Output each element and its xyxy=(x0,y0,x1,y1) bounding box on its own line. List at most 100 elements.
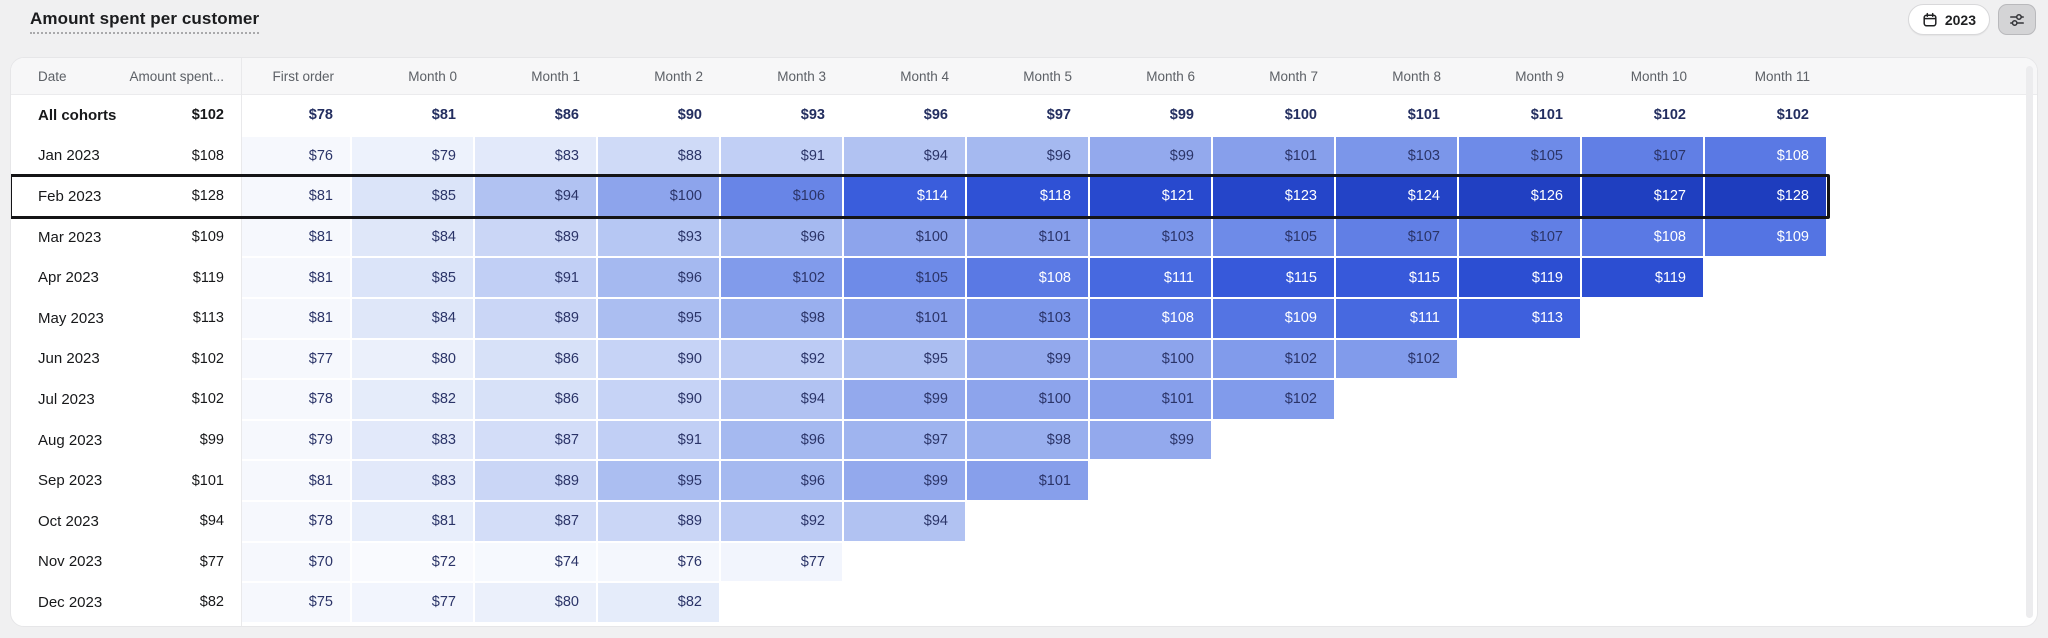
month-cell[interactable]: $83 xyxy=(351,419,474,461)
month-cell[interactable]: $88 xyxy=(597,135,720,177)
month-cell[interactable] xyxy=(1335,420,1458,461)
month-cell[interactable]: $96 xyxy=(966,135,1089,177)
month-cell[interactable]: $102 xyxy=(1776,107,1809,124)
first-order-cell[interactable]: $81 xyxy=(241,176,351,217)
month-cell[interactable]: $85 xyxy=(351,257,474,298)
month-cell[interactable]: $96 xyxy=(720,419,843,461)
month-cell[interactable]: $106 xyxy=(720,176,843,217)
month-cell[interactable] xyxy=(1458,460,1581,501)
month-cell[interactable]: $113 xyxy=(1458,297,1581,339)
month-cell[interactable]: $96 xyxy=(923,107,948,124)
month-cell[interactable]: $86 xyxy=(474,379,597,420)
month-cell[interactable] xyxy=(720,582,843,623)
month-cell[interactable] xyxy=(1212,460,1335,501)
month-cell[interactable]: $119 xyxy=(1581,257,1704,298)
month-cell[interactable] xyxy=(1581,339,1704,380)
month-cell[interactable]: $100 xyxy=(843,216,966,258)
month-cell[interactable]: $114 xyxy=(843,176,966,217)
month-cell[interactable]: $76 xyxy=(597,541,720,583)
month-cell[interactable]: $118 xyxy=(966,176,1089,217)
month-cell[interactable] xyxy=(1704,542,1827,583)
month-cell[interactable]: $102 xyxy=(1212,379,1335,420)
month-cell[interactable] xyxy=(1704,460,1827,501)
month-cell[interactable]: $94 xyxy=(720,379,843,420)
month-cell[interactable]: $103 xyxy=(1335,135,1458,177)
month-cell[interactable]: $111 xyxy=(1089,257,1212,298)
first-order-cell[interactable]: $81 xyxy=(241,297,351,339)
month-cell[interactable]: $79 xyxy=(351,135,474,177)
month-cell[interactable]: $103 xyxy=(966,297,1089,339)
month-cell[interactable] xyxy=(1704,339,1827,380)
month-cell[interactable]: $93 xyxy=(597,216,720,258)
month-cell[interactable] xyxy=(1581,298,1704,339)
month-cell[interactable]: $99 xyxy=(843,379,966,420)
month-cell[interactable] xyxy=(1581,420,1704,461)
month-cell[interactable]: $92 xyxy=(720,500,843,542)
month-cell[interactable]: $92 xyxy=(720,338,843,380)
month-cell[interactable] xyxy=(1335,542,1458,583)
first-order-cell[interactable]: $79 xyxy=(241,419,351,461)
month-cell[interactable]: $100 xyxy=(1284,107,1317,124)
first-order-cell[interactable]: $78 xyxy=(308,107,333,124)
month-cell[interactable]: $101 xyxy=(1089,379,1212,420)
month-cell[interactable]: $91 xyxy=(597,419,720,461)
month-cell[interactable]: $86 xyxy=(474,338,597,380)
month-cell[interactable]: $89 xyxy=(474,216,597,258)
first-order-cell[interactable]: $78 xyxy=(241,379,351,420)
month-cell[interactable]: $102 xyxy=(1653,107,1686,124)
month-cell[interactable]: $81 xyxy=(431,107,456,124)
month-cell[interactable]: $89 xyxy=(474,297,597,339)
month-cell[interactable]: $84 xyxy=(351,297,474,339)
month-cell[interactable]: $105 xyxy=(1458,135,1581,177)
month-cell[interactable]: $109 xyxy=(1212,297,1335,339)
month-cell[interactable] xyxy=(966,501,1089,542)
month-cell[interactable]: $99 xyxy=(1169,107,1194,124)
month-cell[interactable]: $83 xyxy=(474,135,597,177)
month-cell[interactable]: $107 xyxy=(1458,216,1581,258)
month-cell[interactable]: $82 xyxy=(597,582,720,623)
month-cell[interactable]: $115 xyxy=(1212,257,1335,298)
month-cell[interactable]: $81 xyxy=(351,500,474,542)
month-cell[interactable]: $94 xyxy=(843,135,966,177)
month-cell[interactable]: $101 xyxy=(1530,107,1563,124)
month-cell[interactable] xyxy=(1581,460,1704,501)
month-cell[interactable]: $105 xyxy=(843,257,966,298)
month-cell[interactable]: $109 xyxy=(1704,216,1827,258)
month-cell[interactable]: $105 xyxy=(1212,216,1335,258)
first-order-cell[interactable]: $78 xyxy=(241,500,351,542)
month-cell[interactable]: $95 xyxy=(597,297,720,339)
month-cell[interactable]: $97 xyxy=(1046,107,1071,124)
month-cell[interactable] xyxy=(1458,339,1581,380)
month-cell[interactable]: $89 xyxy=(597,500,720,542)
month-cell[interactable]: $80 xyxy=(351,338,474,380)
month-cell[interactable] xyxy=(1704,501,1827,542)
month-cell[interactable] xyxy=(843,542,966,583)
month-cell[interactable]: $101 xyxy=(966,460,1089,501)
month-cell[interactable] xyxy=(1704,420,1827,461)
month-cell[interactable]: $72 xyxy=(351,541,474,583)
month-cell[interactable]: $85 xyxy=(351,176,474,217)
month-cell[interactable]: $90 xyxy=(597,338,720,380)
month-cell[interactable] xyxy=(1089,460,1212,501)
month-cell[interactable] xyxy=(1212,420,1335,461)
month-cell[interactable]: $96 xyxy=(720,216,843,258)
month-cell[interactable]: $119 xyxy=(1458,257,1581,298)
month-cell[interactable] xyxy=(1089,542,1212,583)
month-cell[interactable] xyxy=(1335,582,1458,623)
month-cell[interactable]: $100 xyxy=(966,379,1089,420)
month-cell[interactable] xyxy=(1335,501,1458,542)
month-cell[interactable] xyxy=(1458,379,1581,420)
scrollbar-track[interactable] xyxy=(2026,66,2033,618)
month-cell[interactable]: $90 xyxy=(597,379,720,420)
month-cell[interactable]: $115 xyxy=(1335,257,1458,298)
month-cell[interactable]: $77 xyxy=(720,541,843,583)
month-cell[interactable]: $96 xyxy=(597,257,720,298)
month-cell[interactable]: $91 xyxy=(720,135,843,177)
month-cell[interactable]: $82 xyxy=(351,379,474,420)
month-cell[interactable]: $74 xyxy=(474,541,597,583)
month-cell[interactable] xyxy=(1458,582,1581,623)
month-cell[interactable]: $93 xyxy=(800,107,825,124)
month-cell[interactable]: $95 xyxy=(597,460,720,501)
first-order-cell[interactable]: $81 xyxy=(241,460,351,501)
month-cell[interactable] xyxy=(1704,257,1827,298)
